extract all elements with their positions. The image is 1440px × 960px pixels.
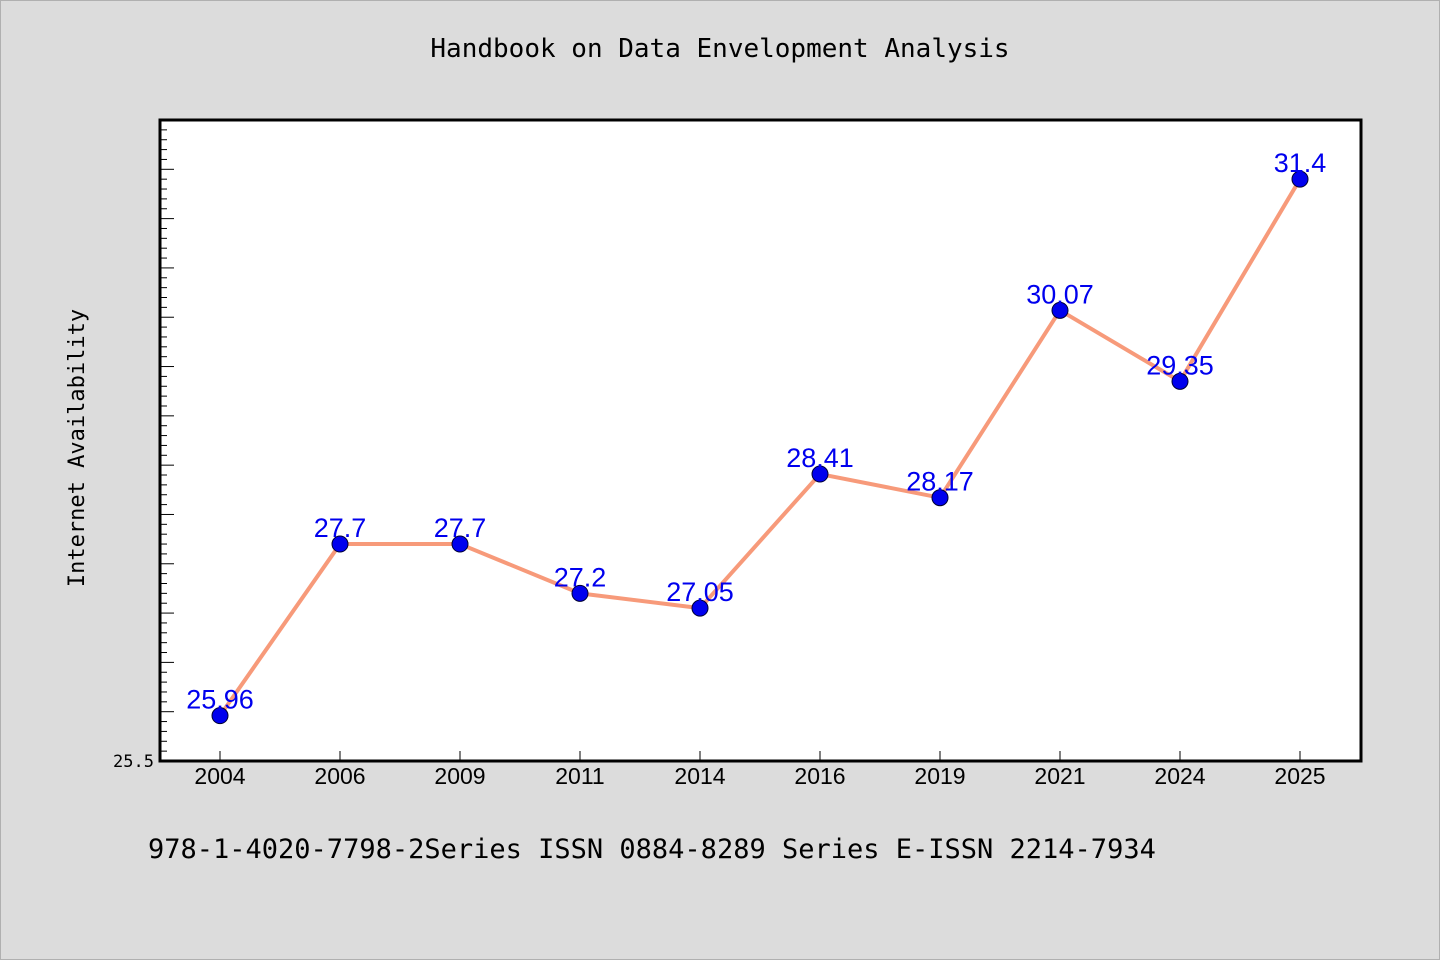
data-point-marker [691, 599, 709, 617]
data-label: 25.96 [186, 685, 254, 715]
data-label: 31.4 [1274, 148, 1327, 178]
x-tick-label: 2009 [434, 763, 485, 789]
data-labels: 25.96 27.7 27.7 27.2 27.05 28.41 28.17 30.07 29.… [186, 148, 1326, 714]
data-label: 27.05 [666, 577, 734, 607]
x-tick-label: 2011 [555, 763, 604, 789]
footer-isbn-issn: 978-1-4020-7798-2Series ISSN 0884-8289 S… [148, 834, 1156, 865]
data-point-marker [571, 584, 589, 602]
data-label: 30.07 [1026, 279, 1094, 309]
data-point-marker [1171, 372, 1189, 390]
series-line [218, 178, 1302, 717]
data-label: 27.7 [314, 513, 367, 543]
x-tick-label: 2006 [314, 763, 365, 789]
x-tick-label: 2025 [1274, 763, 1325, 789]
data-point-marker [211, 707, 229, 725]
x-tick-label: 2004 [194, 763, 245, 789]
x-tick-label: 2016 [794, 763, 845, 789]
x-axis-ticks: 2004 2006 2009 2011 2014 2016 2019 2021 2024 2025 [194, 751, 1326, 789]
x-tick-label: 2019 [914, 763, 965, 789]
x-tick-label: 2014 [674, 763, 725, 789]
x-tick-label: 2024 [1154, 763, 1205, 789]
data-label: 29.35 [1146, 350, 1214, 380]
data-label: 27.2 [554, 562, 607, 592]
data-label: 28.17 [906, 467, 974, 497]
data-point-marker [1051, 301, 1069, 319]
data-markers [211, 170, 1309, 725]
y-axis-label: Internet Availability [65, 309, 90, 587]
x-tick-label: 2021 [1034, 763, 1085, 789]
y-axis-ticks: 25.5 [113, 129, 174, 772]
y-tick-label: 25.5 [113, 752, 154, 772]
data-point-marker [451, 535, 469, 553]
plot-area [158, 118, 1363, 763]
data-label: 28.41 [786, 443, 854, 473]
data-point-marker [1291, 170, 1309, 188]
data-label: 27.7 [434, 513, 487, 543]
chart-title: Handbook on Data Envelopment Analysis [430, 34, 1010, 64]
data-point-marker [331, 535, 349, 553]
data-point-marker [931, 489, 949, 507]
data-point-marker [811, 465, 829, 483]
